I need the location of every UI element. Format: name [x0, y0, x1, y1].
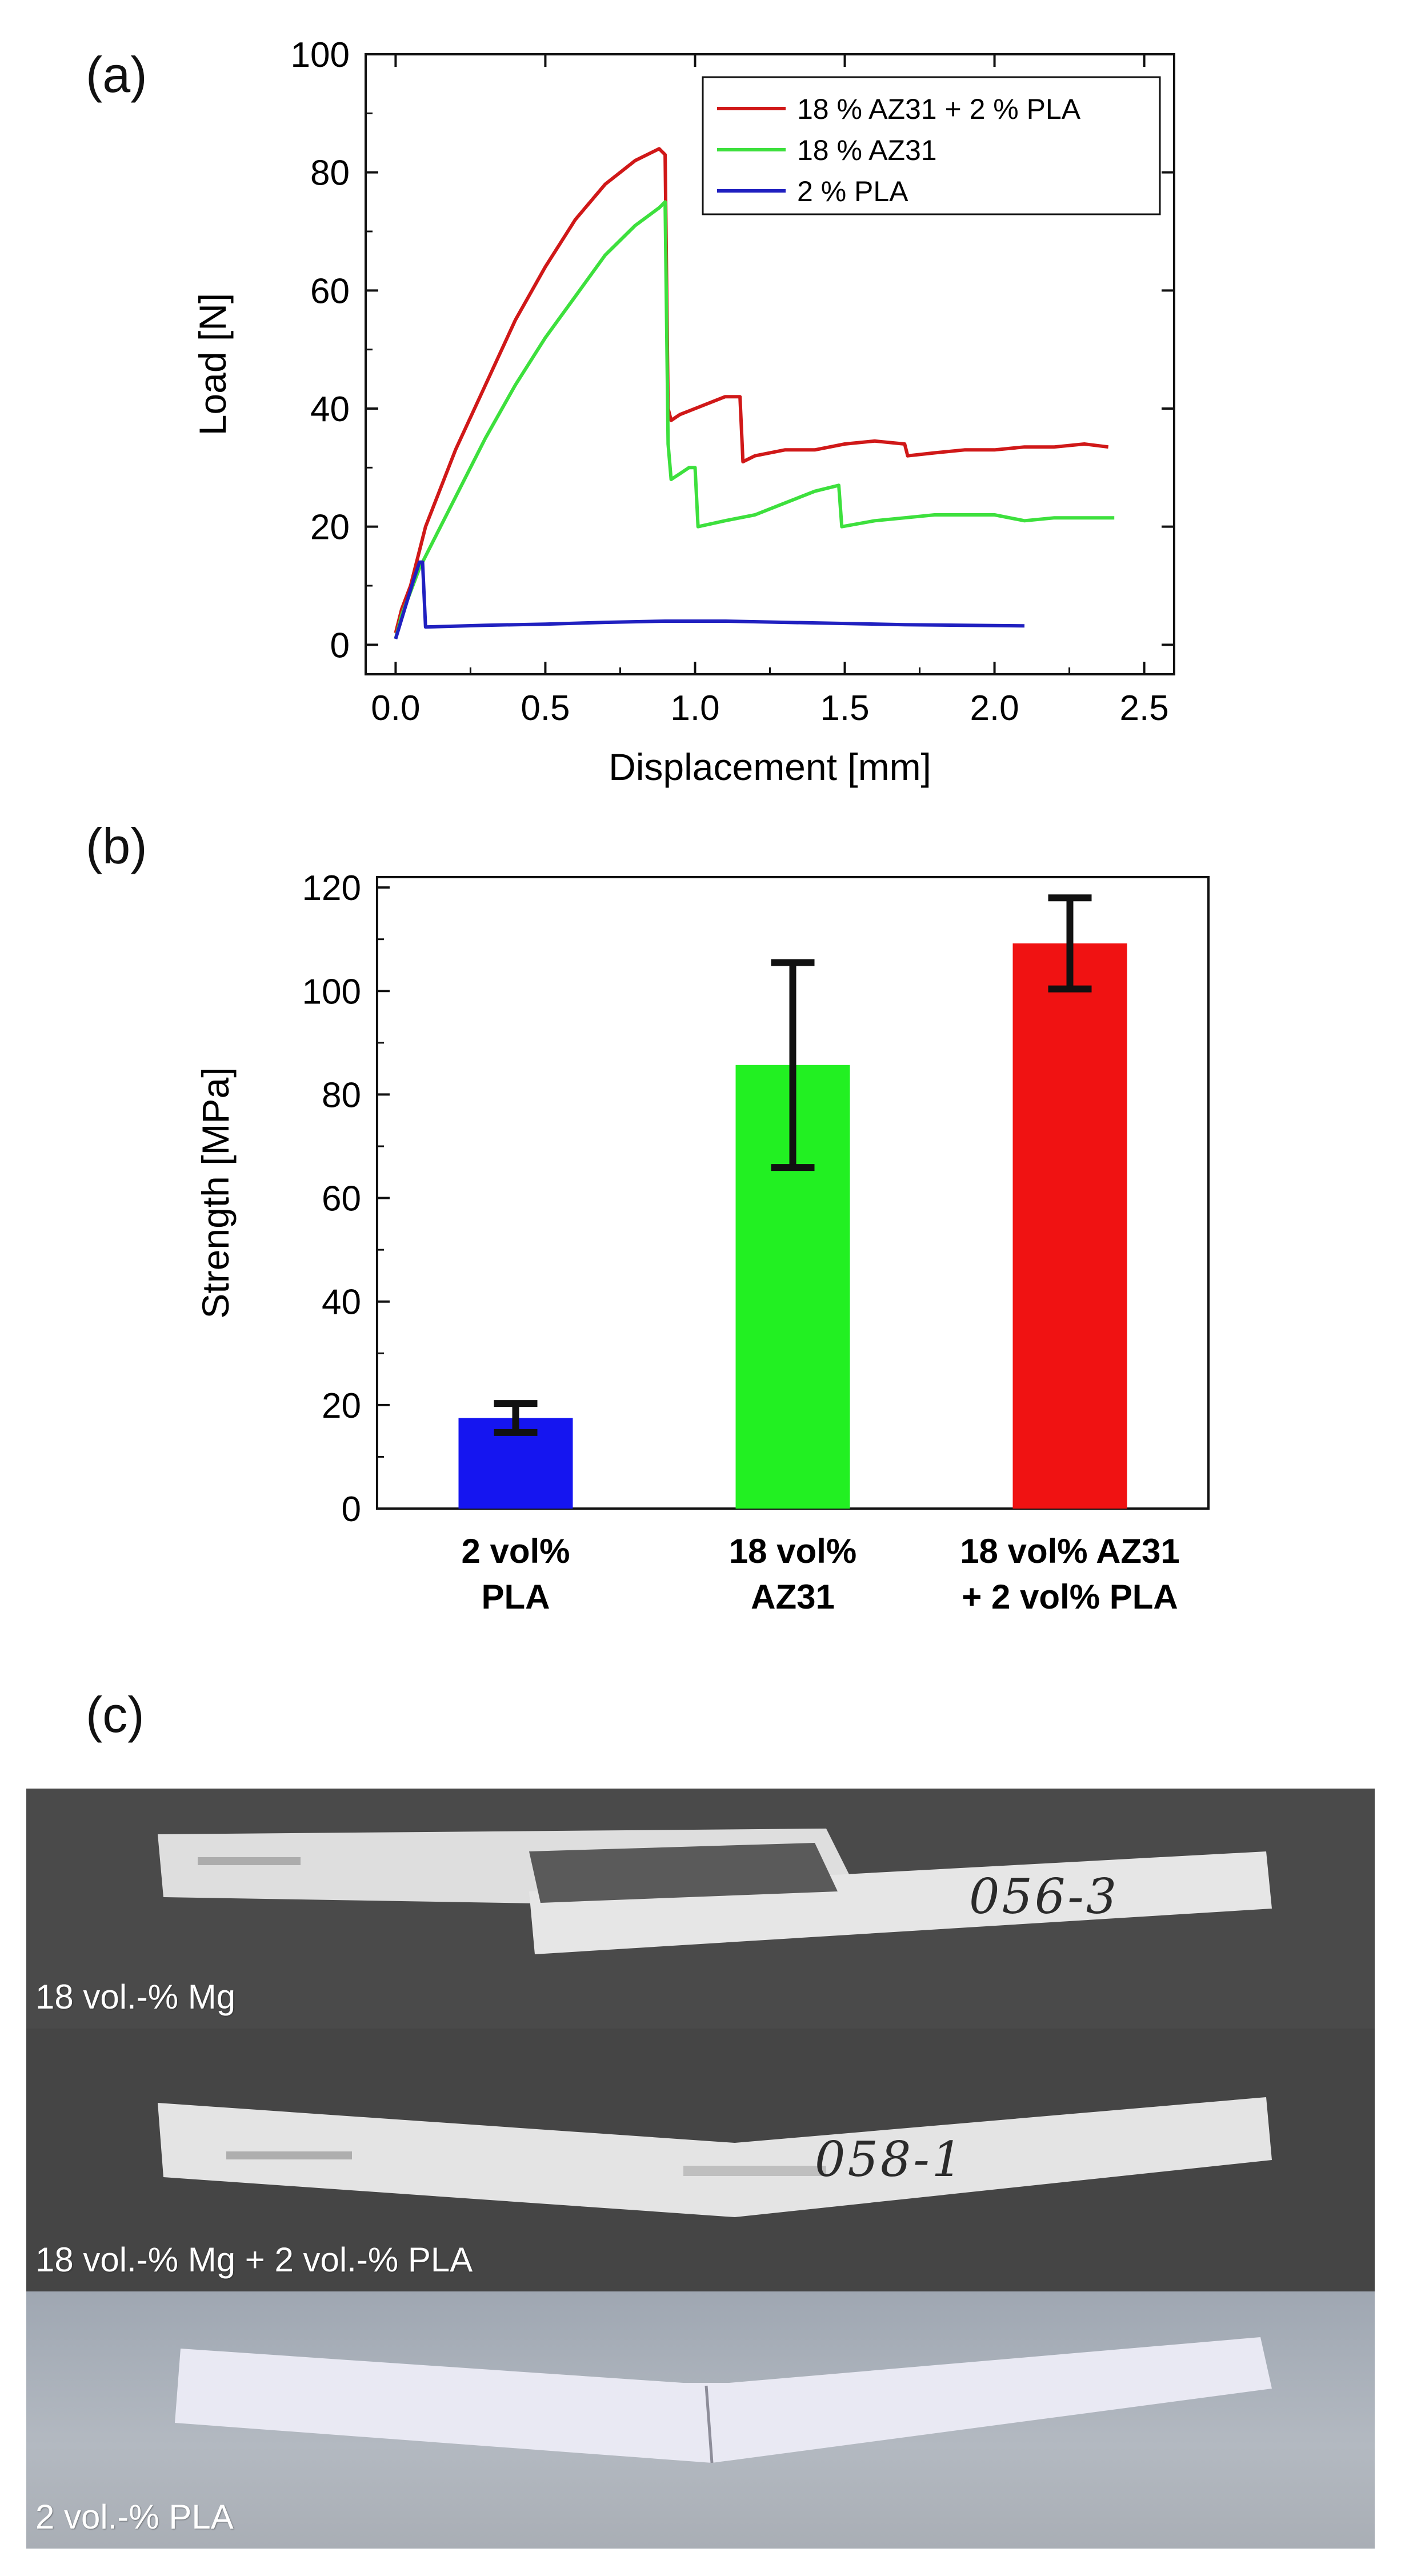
y-tick-label: 20	[322, 1386, 361, 1426]
photo-strip-3: 2 vol.-% PLA	[26, 2291, 1375, 2549]
x-tick-label: 0.5	[521, 689, 570, 728]
category-label-1: PLA	[482, 1578, 550, 1616]
legend-label-3: 2 % PLA	[797, 175, 908, 207]
y-tick-label: 0	[342, 1490, 361, 1529]
x-tick-label: 2.0	[970, 689, 1019, 728]
x-tick-label: 0.0	[371, 689, 420, 728]
x-tick-label: 1.5	[820, 689, 869, 728]
y-tick-label: 20	[310, 508, 350, 547]
panel-label-a: (a)	[86, 46, 147, 103]
sample-id-label-2: 058-1	[815, 2131, 965, 2187]
y-tick-label: 80	[322, 1075, 361, 1115]
category-label-3: + 2 vol% PLA	[962, 1578, 1178, 1616]
y-axis-label: Load [N]	[191, 293, 234, 436]
y-tick-label: 100	[302, 972, 361, 1011]
photo-strip-2: 058-1 18 vol.-% Mg + 2 vol.-% PLA	[26, 2029, 1375, 2291]
y-tick-label: 100	[291, 35, 350, 75]
y-tick-label: 40	[310, 390, 350, 429]
bar-3	[1012, 943, 1127, 1509]
strength-bar-chart: 0 20 40 60 80 100 120 Strength [MPa] 2 vol% PLA 1…	[194, 869, 1210, 1616]
y-tick-label: 60	[322, 1179, 361, 1219]
legend-label-2: 18 % AZ31	[797, 134, 937, 166]
series-line-3	[394, 560, 1025, 639]
y-axis-label: Strength [MPa]	[194, 1067, 237, 1318]
category-label-2: 18 vol%	[729, 1532, 856, 1570]
series-line-1	[394, 147, 1109, 634]
broken-specimen-1	[158, 1829, 1272, 1954]
x-tick-label: 2.5	[1119, 689, 1168, 728]
bent-specimen-2	[158, 2097, 1272, 2217]
category-label-2: AZ31	[751, 1578, 835, 1616]
series-line-2	[394, 200, 1115, 639]
x-tick-label: 1.0	[670, 689, 719, 728]
photo-caption-3: 2 vol.-% PLA	[35, 2498, 234, 2536]
fractured-specimen-3	[175, 2337, 1272, 2463]
category-label-1: 2 vol%	[461, 1532, 570, 1570]
load-displacement-chart: 0.0 0.5 1.0 1.5 2.0 2.5 0 20 40 60 80 100 Displaceme…	[191, 35, 1175, 788]
category-label-3: 18 vol% AZ31	[960, 1532, 1180, 1570]
panel-label-b: (b)	[86, 818, 147, 874]
photo-caption-2: 18 vol.-% Mg + 2 vol.-% PLA	[35, 2241, 473, 2279]
chart-legend: 18 % AZ31 + 2 % PLA 18 % AZ31 2 % PLA	[702, 76, 1161, 215]
y-tick-label: 120	[302, 869, 361, 908]
sample-id-label-1: 056-3	[969, 1869, 1119, 1925]
panel-label-c: (c)	[86, 1686, 145, 1743]
legend-label-1: 18 % AZ31 + 2 % PLA	[797, 93, 1081, 125]
y-tick-label: 40	[322, 1283, 361, 1322]
photo-strip-1: 056-3 18 vol.-% Mg	[26, 1789, 1375, 2029]
x-axis-label: Displacement [mm]	[609, 746, 931, 788]
y-tick-label: 60	[310, 271, 350, 311]
y-tick-label: 0	[330, 626, 350, 665]
y-tick-label: 80	[310, 154, 350, 193]
photo-caption-1: 18 vol.-% Mg	[35, 1978, 236, 2016]
